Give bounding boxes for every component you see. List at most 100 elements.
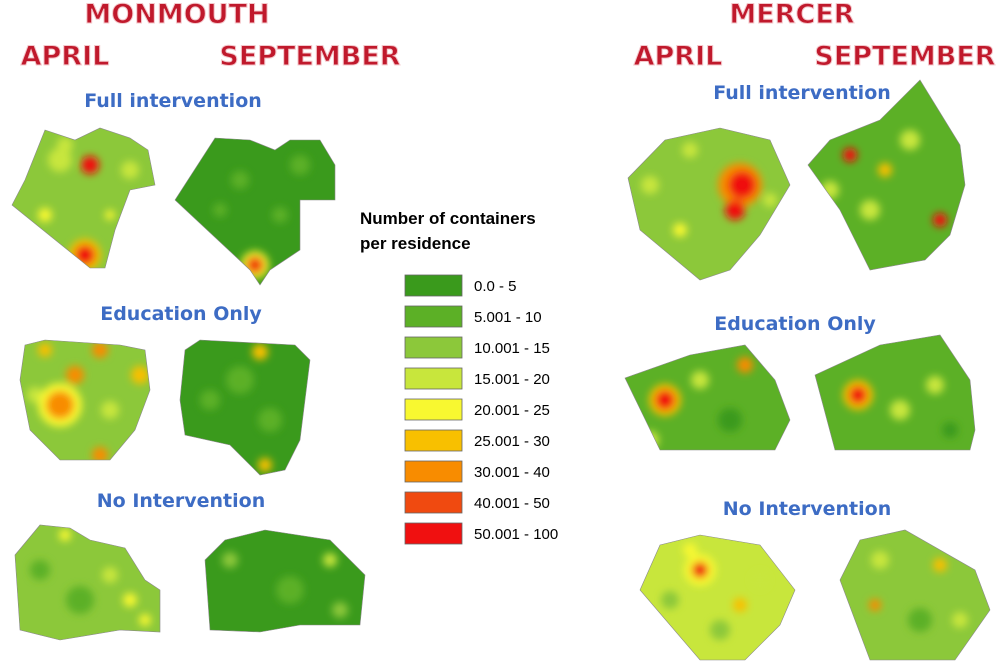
map-outline xyxy=(11,127,156,269)
heat-blob xyxy=(252,344,268,360)
legend-label: 20.001 - 25 xyxy=(474,402,550,419)
heat-blobs xyxy=(869,551,968,632)
map xyxy=(180,340,310,475)
heat-blob xyxy=(66,366,84,384)
heat-blob xyxy=(641,176,659,194)
map xyxy=(815,335,975,450)
heat-blob xyxy=(246,256,264,274)
map xyxy=(205,530,365,632)
legend-label: 25.001 - 30 xyxy=(474,433,550,450)
map-area xyxy=(175,138,335,285)
month-label: APRIL xyxy=(21,41,110,72)
heat-blobs xyxy=(30,529,151,626)
heat-blobs xyxy=(843,376,958,438)
heat-blob xyxy=(878,163,892,177)
heat-blob xyxy=(131,366,149,384)
panel-label: Full intervention xyxy=(84,90,262,112)
heat-blob xyxy=(673,223,687,237)
heat-blob xyxy=(661,591,679,609)
legend-swatch xyxy=(404,398,463,421)
heat-blob xyxy=(692,562,708,578)
map xyxy=(628,128,790,280)
map-area xyxy=(12,128,155,268)
heat-blob xyxy=(710,620,730,640)
map xyxy=(15,525,160,640)
map xyxy=(625,345,790,450)
heat-blob xyxy=(933,213,947,227)
legend-label: 10.001 - 15 xyxy=(474,340,550,357)
map-outline xyxy=(179,339,311,476)
panel-label: Education Only xyxy=(100,303,262,325)
county-title: MERCER xyxy=(729,0,854,30)
heat-blob xyxy=(139,614,151,626)
map-outline xyxy=(627,127,791,281)
heat-blob xyxy=(641,431,659,449)
map-area xyxy=(815,335,975,450)
heat-blob xyxy=(860,200,880,220)
month-label: SEPTEMBER xyxy=(219,41,400,72)
heat-blobs xyxy=(38,137,139,268)
map-outline xyxy=(639,534,796,661)
map xyxy=(808,80,965,270)
heat-blob xyxy=(942,422,958,438)
heat-blob xyxy=(102,567,118,583)
heat-blob xyxy=(38,208,52,222)
heat-blob xyxy=(30,560,50,580)
heat-blob xyxy=(226,366,254,394)
heat-blob xyxy=(890,400,910,420)
legend-label: 30.001 - 40 xyxy=(474,464,550,481)
heat-blob xyxy=(121,161,139,179)
legend-label: 5.001 - 10 xyxy=(474,309,542,326)
map-outline xyxy=(814,334,976,451)
legend-swatch xyxy=(404,274,463,297)
legend-swatch xyxy=(404,305,463,328)
heat-blob xyxy=(900,130,920,150)
heat-blobs xyxy=(200,344,282,472)
legend-label: 50.001 - 100 xyxy=(474,526,558,543)
map-outline xyxy=(204,529,366,633)
heat-blob xyxy=(332,602,348,618)
heat-blob xyxy=(258,458,272,472)
legend-swatch xyxy=(404,367,463,390)
panel-label: No Intervention xyxy=(723,498,891,520)
heat-blob xyxy=(92,342,108,358)
heat-blob xyxy=(290,155,310,175)
month-label: APRIL xyxy=(634,41,723,72)
legend-title: per residence xyxy=(360,234,471,253)
panel-label: Education Only xyxy=(714,313,876,335)
heat-blob xyxy=(763,193,777,207)
map-outline xyxy=(174,137,336,286)
heat-blob xyxy=(843,148,857,162)
map-outline xyxy=(807,79,966,271)
heat-blob xyxy=(59,529,71,541)
heat-blob xyxy=(908,608,932,632)
map-outline xyxy=(19,339,151,461)
heat-blob xyxy=(231,171,249,189)
panel-label: No Intervention xyxy=(97,490,265,512)
legend-label: 40.001 - 50 xyxy=(474,495,550,512)
heat-blob xyxy=(683,543,697,557)
legend-swatch xyxy=(404,491,463,514)
legend-label: 15.001 - 20 xyxy=(474,371,550,388)
heat-blob xyxy=(849,386,867,404)
map-area xyxy=(15,525,160,640)
map xyxy=(840,530,990,660)
heat-blob xyxy=(272,207,288,223)
heat-blob xyxy=(213,203,227,217)
heat-blob xyxy=(733,598,747,612)
map-area xyxy=(180,340,310,475)
heat-blob xyxy=(75,245,95,265)
map-outline xyxy=(839,529,991,661)
heat-blob xyxy=(682,142,698,158)
heat-blob xyxy=(200,390,220,410)
heat-blob xyxy=(926,376,944,394)
heat-blob xyxy=(46,391,74,419)
map-area xyxy=(20,340,150,460)
heat-blob xyxy=(871,551,889,569)
heat-blob xyxy=(258,408,282,432)
heat-blob xyxy=(276,576,304,604)
heat-blob xyxy=(869,599,881,611)
heat-blob xyxy=(101,401,119,419)
legend-swatch xyxy=(404,522,463,545)
